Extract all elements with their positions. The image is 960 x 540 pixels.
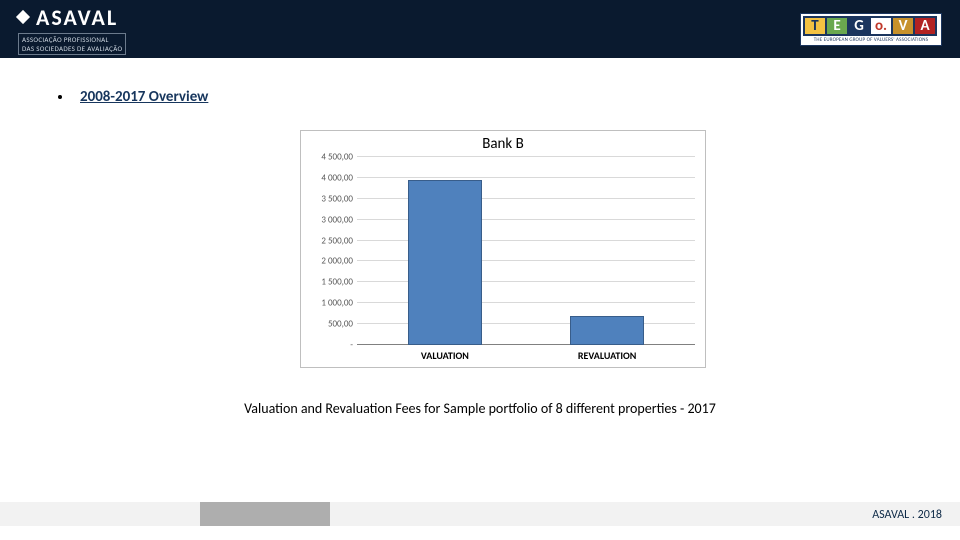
tegova-letter-t: T <box>803 16 827 36</box>
tegova-letter-e: E <box>825 16 849 36</box>
chart-caption: Valuation and Revaluation Fees for Sampl… <box>0 400 960 417</box>
footer-segment-3 <box>330 502 960 526</box>
tegova-subtitle: THE EUROPEAN GROUP OF VALUERS' ASSOCIATI… <box>814 37 928 43</box>
tegova-logo: T E G o. V A THE EUROPEAN GROUP OF VALUE… <box>800 13 942 46</box>
asaval-brand-text: ASAVAL <box>36 4 118 31</box>
chart-plot-area: -500,001 000,001 500,002 000,002 500,003… <box>357 157 695 345</box>
footer-text: ASAVAL . 2018 <box>872 508 942 522</box>
footer-segment-1 <box>0 502 200 526</box>
header-bar: ASAVAL ASSOCIAÇÃO PROFISSIONAL DAS SOCIE… <box>0 0 960 58</box>
y-tick-label: 1 500,00 <box>321 277 353 288</box>
diamond-icon <box>16 10 30 24</box>
chart-title: Bank B <box>301 135 705 153</box>
y-tick-label: 3 000,00 <box>321 214 353 225</box>
gridline <box>357 177 695 178</box>
y-tick-label: - <box>350 340 353 351</box>
tegova-letter-g: G <box>847 16 871 36</box>
overview-heading: 2008-2017 Overview <box>80 88 208 106</box>
asaval-logo: ASAVAL ASSOCIAÇÃO PROFISSIONAL DAS SOCIE… <box>18 4 126 55</box>
bullet-icon <box>58 95 62 99</box>
y-tick-label: 4 000,00 <box>321 172 353 183</box>
x-tick-label: VALUATION <box>421 349 469 362</box>
bar-revaluation <box>570 316 644 345</box>
asaval-sub-line2: DAS SOCIEDADES DE AVALIAÇÃO <box>22 44 122 53</box>
bank-b-chart: Bank B -500,001 000,001 500,002 000,002 … <box>300 130 706 368</box>
tegova-letter-v: V <box>891 16 915 36</box>
y-tick-label: 4 500,00 <box>321 152 353 163</box>
gridline <box>357 156 695 157</box>
overview-bullet: 2008-2017 Overview <box>58 88 960 106</box>
y-tick-label: 2 500,00 <box>321 235 353 246</box>
bar-valuation <box>408 180 482 345</box>
footer-segment-2 <box>200 502 330 526</box>
tegova-letter-o: o. <box>869 16 893 36</box>
y-tick-label: 500,00 <box>328 319 353 330</box>
y-tick-label: 3 500,00 <box>321 193 353 204</box>
asaval-brand: ASAVAL <box>18 4 126 31</box>
tegova-letter-a: A <box>913 16 937 36</box>
y-tick-label: 1 000,00 <box>321 298 353 309</box>
asaval-sub-line1: ASSOCIAÇÃO PROFISSIONAL <box>22 35 122 44</box>
asaval-subtitle: ASSOCIAÇÃO PROFISSIONAL DAS SOCIEDADES D… <box>18 33 126 55</box>
x-tick-label: REVALUATION <box>578 349 636 362</box>
footer-band <box>0 502 960 526</box>
y-tick-label: 2 000,00 <box>321 256 353 267</box>
tegova-letters: T E G o. V A <box>805 16 937 36</box>
